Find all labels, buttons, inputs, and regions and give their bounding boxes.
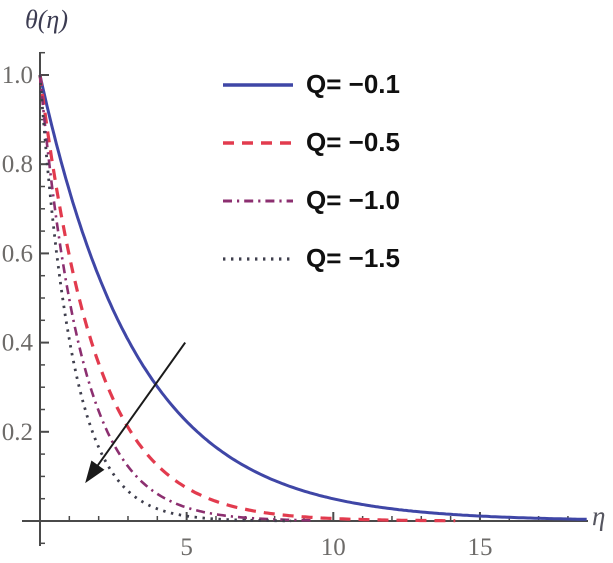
- y-tick-label: 0.2: [2, 419, 33, 446]
- legend: Q= −0.1 Q= −0.5 Q= −1.0 Q= −1.5: [222, 66, 400, 298]
- y-tick-label: 0.6: [2, 240, 33, 267]
- y-tick-label: 0.8: [2, 151, 33, 178]
- legend-item-0: Q= −0.1: [222, 66, 400, 103]
- legend-label: Q= −1.5: [306, 243, 400, 273]
- x-axis-title: η: [592, 501, 606, 531]
- legend-label: Q= −0.1: [306, 69, 400, 99]
- legend-label: Q= −1.0: [306, 185, 400, 215]
- annotation-arrow-line: [87, 342, 186, 479]
- legend-line-sample: [223, 140, 293, 145]
- legend-item-1: Q= −0.5: [222, 124, 400, 161]
- legend-line-sample: [223, 199, 293, 202]
- legend-line-sample: [223, 256, 293, 261]
- legend-line-sample: [223, 82, 293, 87]
- legend-item-3: Q= −1.5: [222, 240, 400, 277]
- y-axis-title: θ(η): [25, 5, 68, 34]
- curve-1: [38, 74, 456, 523]
- y-tick-label: 0.4: [2, 330, 34, 357]
- x-tick-label: 10: [321, 534, 346, 561]
- x-tick-label: 15: [467, 534, 492, 561]
- curve-2: [38, 74, 313, 522]
- legend-item-2: Q= −1.0: [222, 182, 400, 219]
- y-tick-label: 1.0: [2, 62, 33, 89]
- annotation-arrow-head: [85, 460, 105, 484]
- curve-0: [38, 74, 587, 521]
- x-tick-label: 5: [180, 534, 193, 561]
- legend-label: Q= −0.5: [306, 127, 400, 157]
